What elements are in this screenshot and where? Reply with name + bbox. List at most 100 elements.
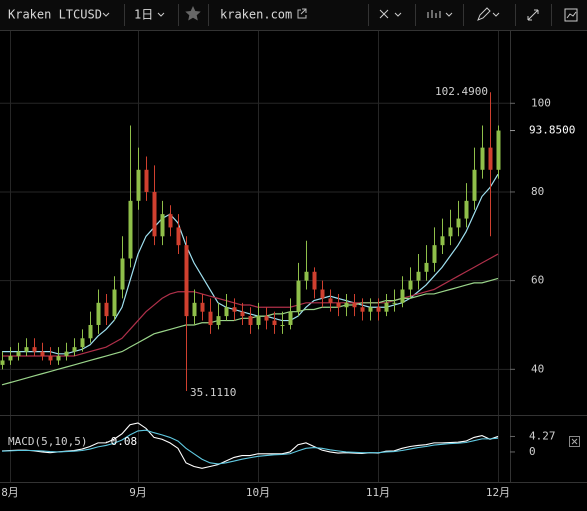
macd-line xyxy=(1,429,499,465)
cursor-tool[interactable] xyxy=(379,9,402,19)
candle-body xyxy=(120,258,125,290)
candle-body xyxy=(128,200,133,259)
candle-body xyxy=(152,191,157,237)
candle-body xyxy=(144,169,149,192)
candle-body xyxy=(64,351,69,357)
close-box[interactable] xyxy=(569,436,580,447)
candle-body xyxy=(136,169,141,201)
candle-body xyxy=(176,227,181,246)
candle-body xyxy=(56,356,61,361)
candle-body xyxy=(32,347,37,352)
chevron-icon xyxy=(157,12,165,17)
candle-body xyxy=(384,302,389,312)
candle-body xyxy=(96,302,101,325)
symbol-button[interactable]: Kraken LTCUSD xyxy=(8,8,110,22)
candle-body xyxy=(264,316,269,321)
y-tick-label: 40 xyxy=(531,362,544,375)
candle-body xyxy=(400,289,405,303)
external-icon xyxy=(297,8,307,19)
candle-body xyxy=(16,351,21,357)
source-button[interactable]: kraken.com xyxy=(220,8,307,22)
last-price-box xyxy=(511,122,587,139)
candle-body xyxy=(408,280,413,290)
candle-body xyxy=(104,302,109,317)
candle-body xyxy=(360,307,365,312)
candle-body xyxy=(448,227,453,237)
macd-line xyxy=(1,422,499,469)
candle-body xyxy=(472,169,477,201)
candle-body xyxy=(112,289,117,317)
candle-body xyxy=(488,147,493,170)
candle-body xyxy=(496,130,501,170)
candle-body xyxy=(72,347,77,352)
x-tick-label: 8月 xyxy=(1,486,19,499)
candle-body xyxy=(456,218,461,228)
candle-body xyxy=(440,236,445,246)
candle-body xyxy=(344,302,349,308)
close-icon xyxy=(571,438,578,445)
toolbar-bg xyxy=(0,0,587,30)
candle-body xyxy=(304,271,309,281)
candle-body xyxy=(88,324,93,339)
min-label: 35.1110 xyxy=(190,386,236,399)
candle-body xyxy=(184,245,189,317)
candle-body xyxy=(480,147,485,170)
candle-body xyxy=(232,307,237,312)
candle-body xyxy=(8,356,13,361)
candle-body xyxy=(160,214,165,237)
candle-body xyxy=(48,356,53,361)
chevron-icon xyxy=(102,12,110,17)
candle-body xyxy=(80,338,85,348)
candle-body xyxy=(376,307,381,312)
candle-body xyxy=(280,324,285,326)
candle-body xyxy=(288,311,293,325)
candle-body xyxy=(296,280,301,312)
candle-body xyxy=(216,316,221,325)
candle-body xyxy=(256,316,261,325)
toolbar: Kraken LTCUSD 1日 kraken.com xyxy=(0,0,587,31)
macd-last-value: -0.08 xyxy=(104,435,137,448)
source[interactable]: kraken.com xyxy=(220,8,292,22)
candle-body xyxy=(24,347,29,352)
candle-body xyxy=(208,311,213,325)
interval[interactable]: 1日 xyxy=(134,8,153,22)
draw-tool[interactable] xyxy=(477,7,500,21)
candle-body xyxy=(312,271,317,290)
candle-body xyxy=(464,200,469,219)
candle-body xyxy=(432,245,437,263)
x-tick-label: 12月 xyxy=(486,486,510,499)
chart-style-tool[interactable] xyxy=(427,10,453,18)
candle-body xyxy=(392,302,397,304)
y-tick-label: 60 xyxy=(531,274,544,287)
candle-body xyxy=(336,302,341,308)
candle-body xyxy=(168,214,173,228)
symbol[interactable]: Kraken LTCUSD xyxy=(8,8,102,22)
macd-y-tick-label: 4.27 xyxy=(529,429,556,442)
max-label: 102.4900 xyxy=(435,85,488,98)
star-icon[interactable] xyxy=(185,6,201,21)
candle-body xyxy=(200,302,205,312)
fullscreen-tool[interactable] xyxy=(527,9,539,21)
interval-button[interactable]: 1日 xyxy=(134,8,165,22)
macd-y-tick-label: 0 xyxy=(529,445,536,458)
y-tick-label: 100 xyxy=(531,96,551,109)
y-tick-label: 80 xyxy=(531,185,544,198)
candle-body xyxy=(240,311,245,317)
x-tick-label: 10月 xyxy=(246,486,270,499)
candle-body xyxy=(416,271,421,281)
candle-body xyxy=(224,307,229,317)
candle-body xyxy=(328,298,333,303)
snapshot-tool[interactable] xyxy=(564,8,578,22)
candle-body xyxy=(352,302,357,308)
candle-body xyxy=(192,302,197,317)
candle-body xyxy=(40,351,45,357)
x-tick-label: 9月 xyxy=(129,486,147,499)
candle-body xyxy=(248,316,253,325)
close-macd[interactable] xyxy=(569,436,580,447)
candle-body xyxy=(0,360,5,365)
candle-body xyxy=(272,320,277,325)
last-price-label: 93.8500 xyxy=(529,124,575,137)
candle-body xyxy=(320,289,325,299)
